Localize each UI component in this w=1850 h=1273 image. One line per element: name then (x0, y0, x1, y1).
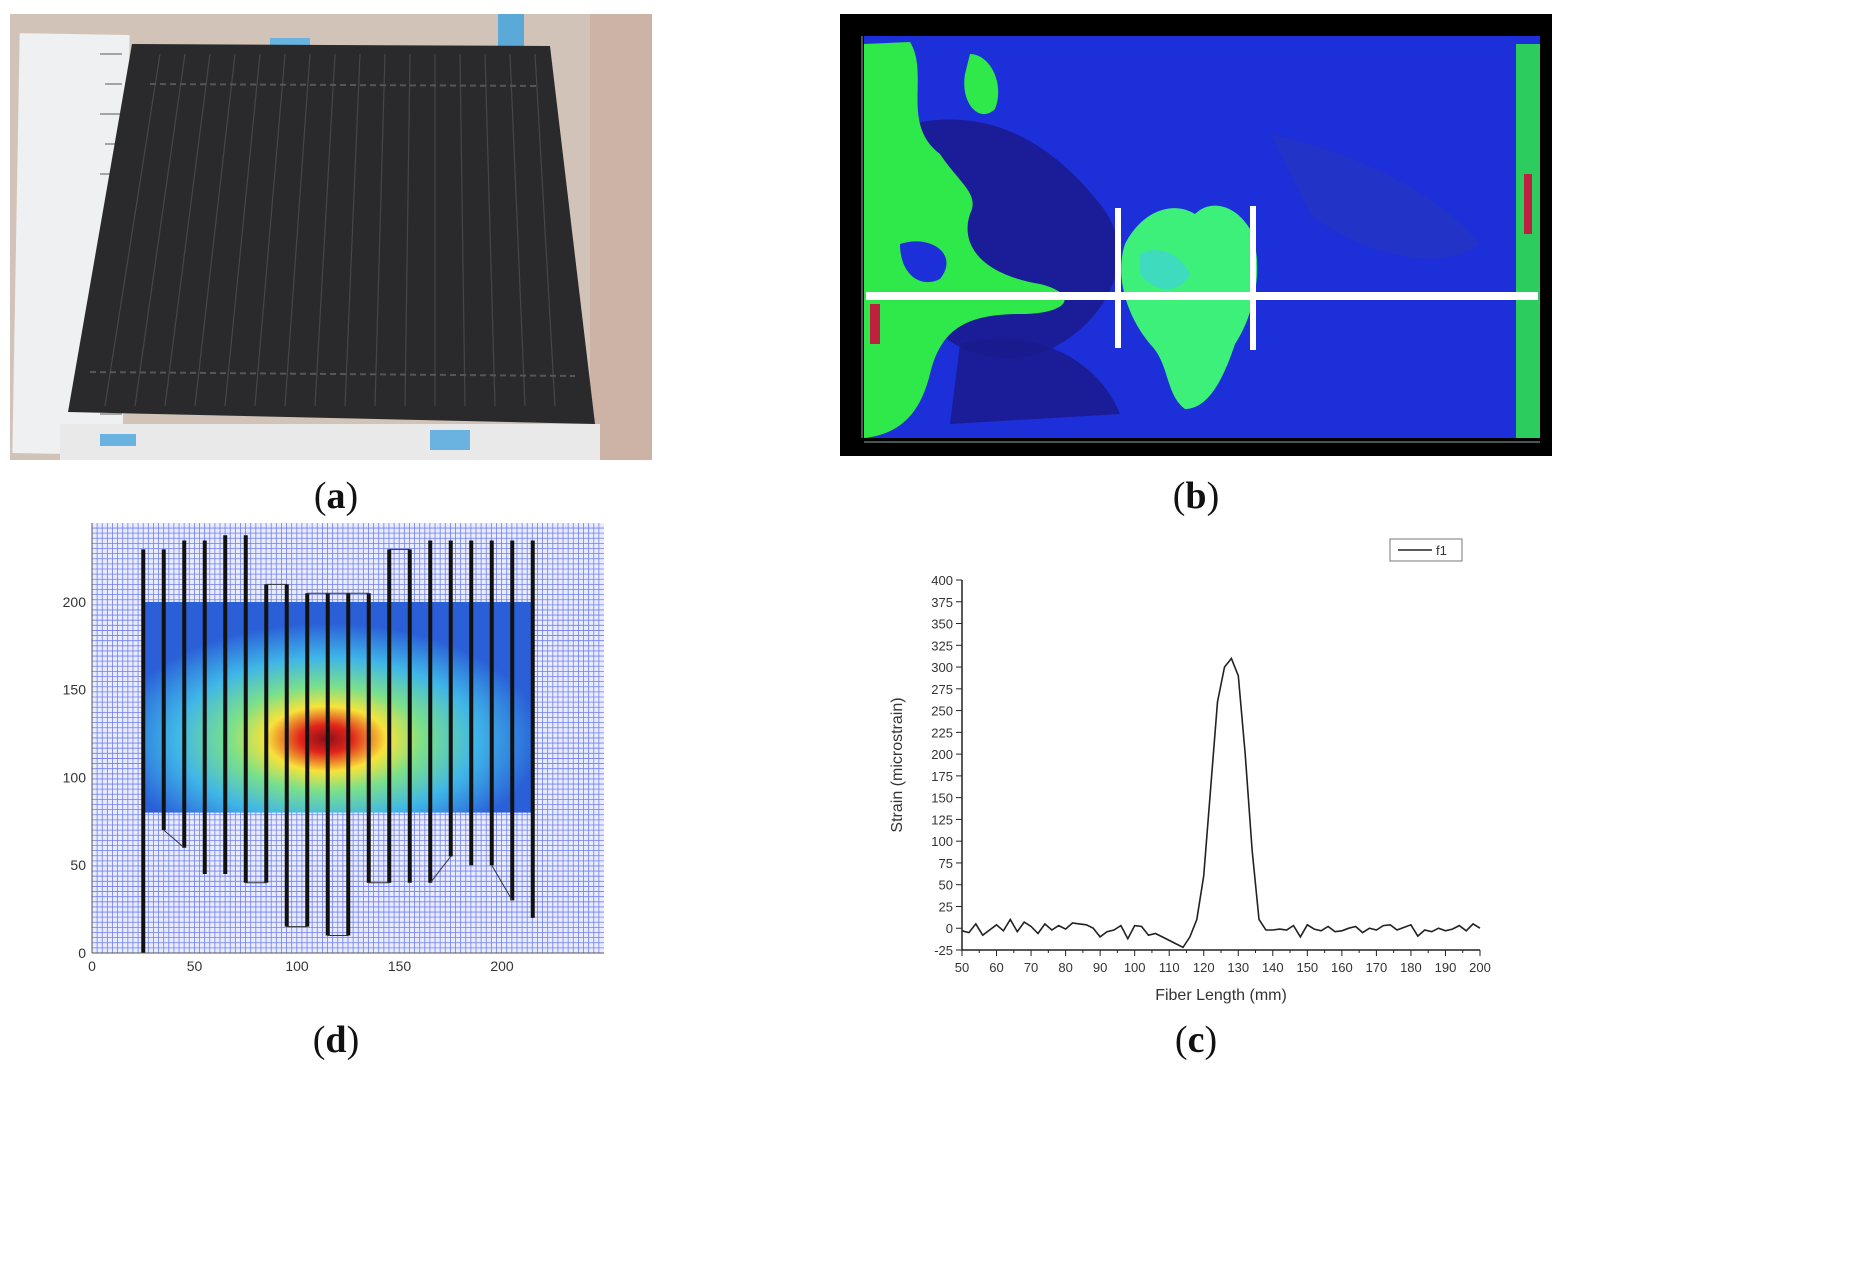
y-tick-label: 200 (63, 594, 87, 610)
y-axis-label: Strain (microstrain) (889, 697, 906, 832)
x-tick-label: 140 (1262, 960, 1284, 975)
strain-map-image (840, 14, 1552, 456)
y-tick-label: 150 (63, 682, 87, 698)
panel-d-fiber-map: 0 50 100 150 200 0 50 100 150 200 (50, 515, 620, 995)
x-tick-label: 190 (1435, 960, 1457, 975)
x-tick-label: 160 (1331, 960, 1353, 975)
caption-c: (c) (1174, 1019, 1218, 1061)
y-tick-label: 25 (939, 899, 953, 914)
y-tick-label: 250 (931, 704, 953, 719)
legend-label: f1 (1436, 543, 1447, 558)
y-tick-label: 0 (78, 945, 86, 961)
x-tick-label: 70 (1024, 960, 1038, 975)
y-tick-label: 75 (939, 856, 953, 871)
panel-c-line-chart: 50 60 70 80 90 100 110 120 130 140 150 160 170 180 190… (880, 525, 1520, 1015)
y-tick-label: 375 (931, 595, 953, 610)
x-tick-label: 80 (1058, 960, 1072, 975)
x-axis-label: Fiber Length (mm) (1155, 987, 1287, 1004)
y-tick-label: 325 (931, 638, 953, 653)
x-tick-label: 150 (1296, 960, 1318, 975)
x-tick-label: 130 (1227, 960, 1249, 975)
y-tick-label: 275 (931, 682, 953, 697)
x-tick-label: 150 (388, 958, 412, 974)
x-tick-label: 60 (989, 960, 1003, 975)
legend: f1 (1389, 538, 1463, 562)
x-tick-label: 90 (1093, 960, 1107, 975)
carbon-plate-photo (10, 14, 652, 460)
y-tick-label: 300 (931, 660, 953, 675)
y-tick-label: 175 (931, 769, 953, 784)
x-tick-label: 100 (1124, 960, 1146, 975)
caption-b: (b) (1172, 475, 1220, 517)
y-tick-label: 100 (931, 834, 953, 849)
y-tick-label: 350 (931, 617, 953, 632)
x-tick-label: 50 (955, 960, 969, 975)
y-tick-label: 400 (931, 573, 953, 588)
y-tick-label: 225 (931, 725, 953, 740)
caption-a: (a) (313, 475, 359, 517)
x-tick-label: 110 (1159, 960, 1180, 975)
x-tick-label: 170 (1366, 960, 1388, 975)
y-tick-label: 100 (63, 769, 87, 785)
x-tick-label: 50 (187, 958, 203, 974)
caption-d: (d) (312, 1019, 360, 1061)
y-tick-label: 125 (931, 812, 953, 827)
y-tick-label: 50 (70, 857, 86, 873)
y-tick-label: 150 (931, 791, 953, 806)
x-tick-label: 120 (1193, 960, 1215, 975)
series-line-f1 (961, 656, 1481, 949)
x-tick-label: 200 (490, 958, 514, 974)
y-tick-label: 0 (946, 921, 953, 936)
strain-line-chart: 50 60 70 80 90 100 110 120 130 140 150 160 170 180 190… (889, 538, 1491, 1004)
x-tick-label: 100 (285, 958, 309, 974)
x-tick-label: 180 (1400, 960, 1422, 975)
x-tick-label: 0 (88, 958, 96, 974)
fiber-grid-map: 0 50 100 150 200 0 50 100 150 200 (63, 523, 604, 974)
y-tick-label: 50 (939, 878, 953, 893)
x-tick-label: 200 (1469, 960, 1491, 975)
y-tick-label: 200 (931, 747, 953, 762)
y-tick-label: -25 (934, 943, 953, 958)
panel-a-photo (10, 14, 652, 460)
panel-b-strain-map (840, 14, 1552, 456)
